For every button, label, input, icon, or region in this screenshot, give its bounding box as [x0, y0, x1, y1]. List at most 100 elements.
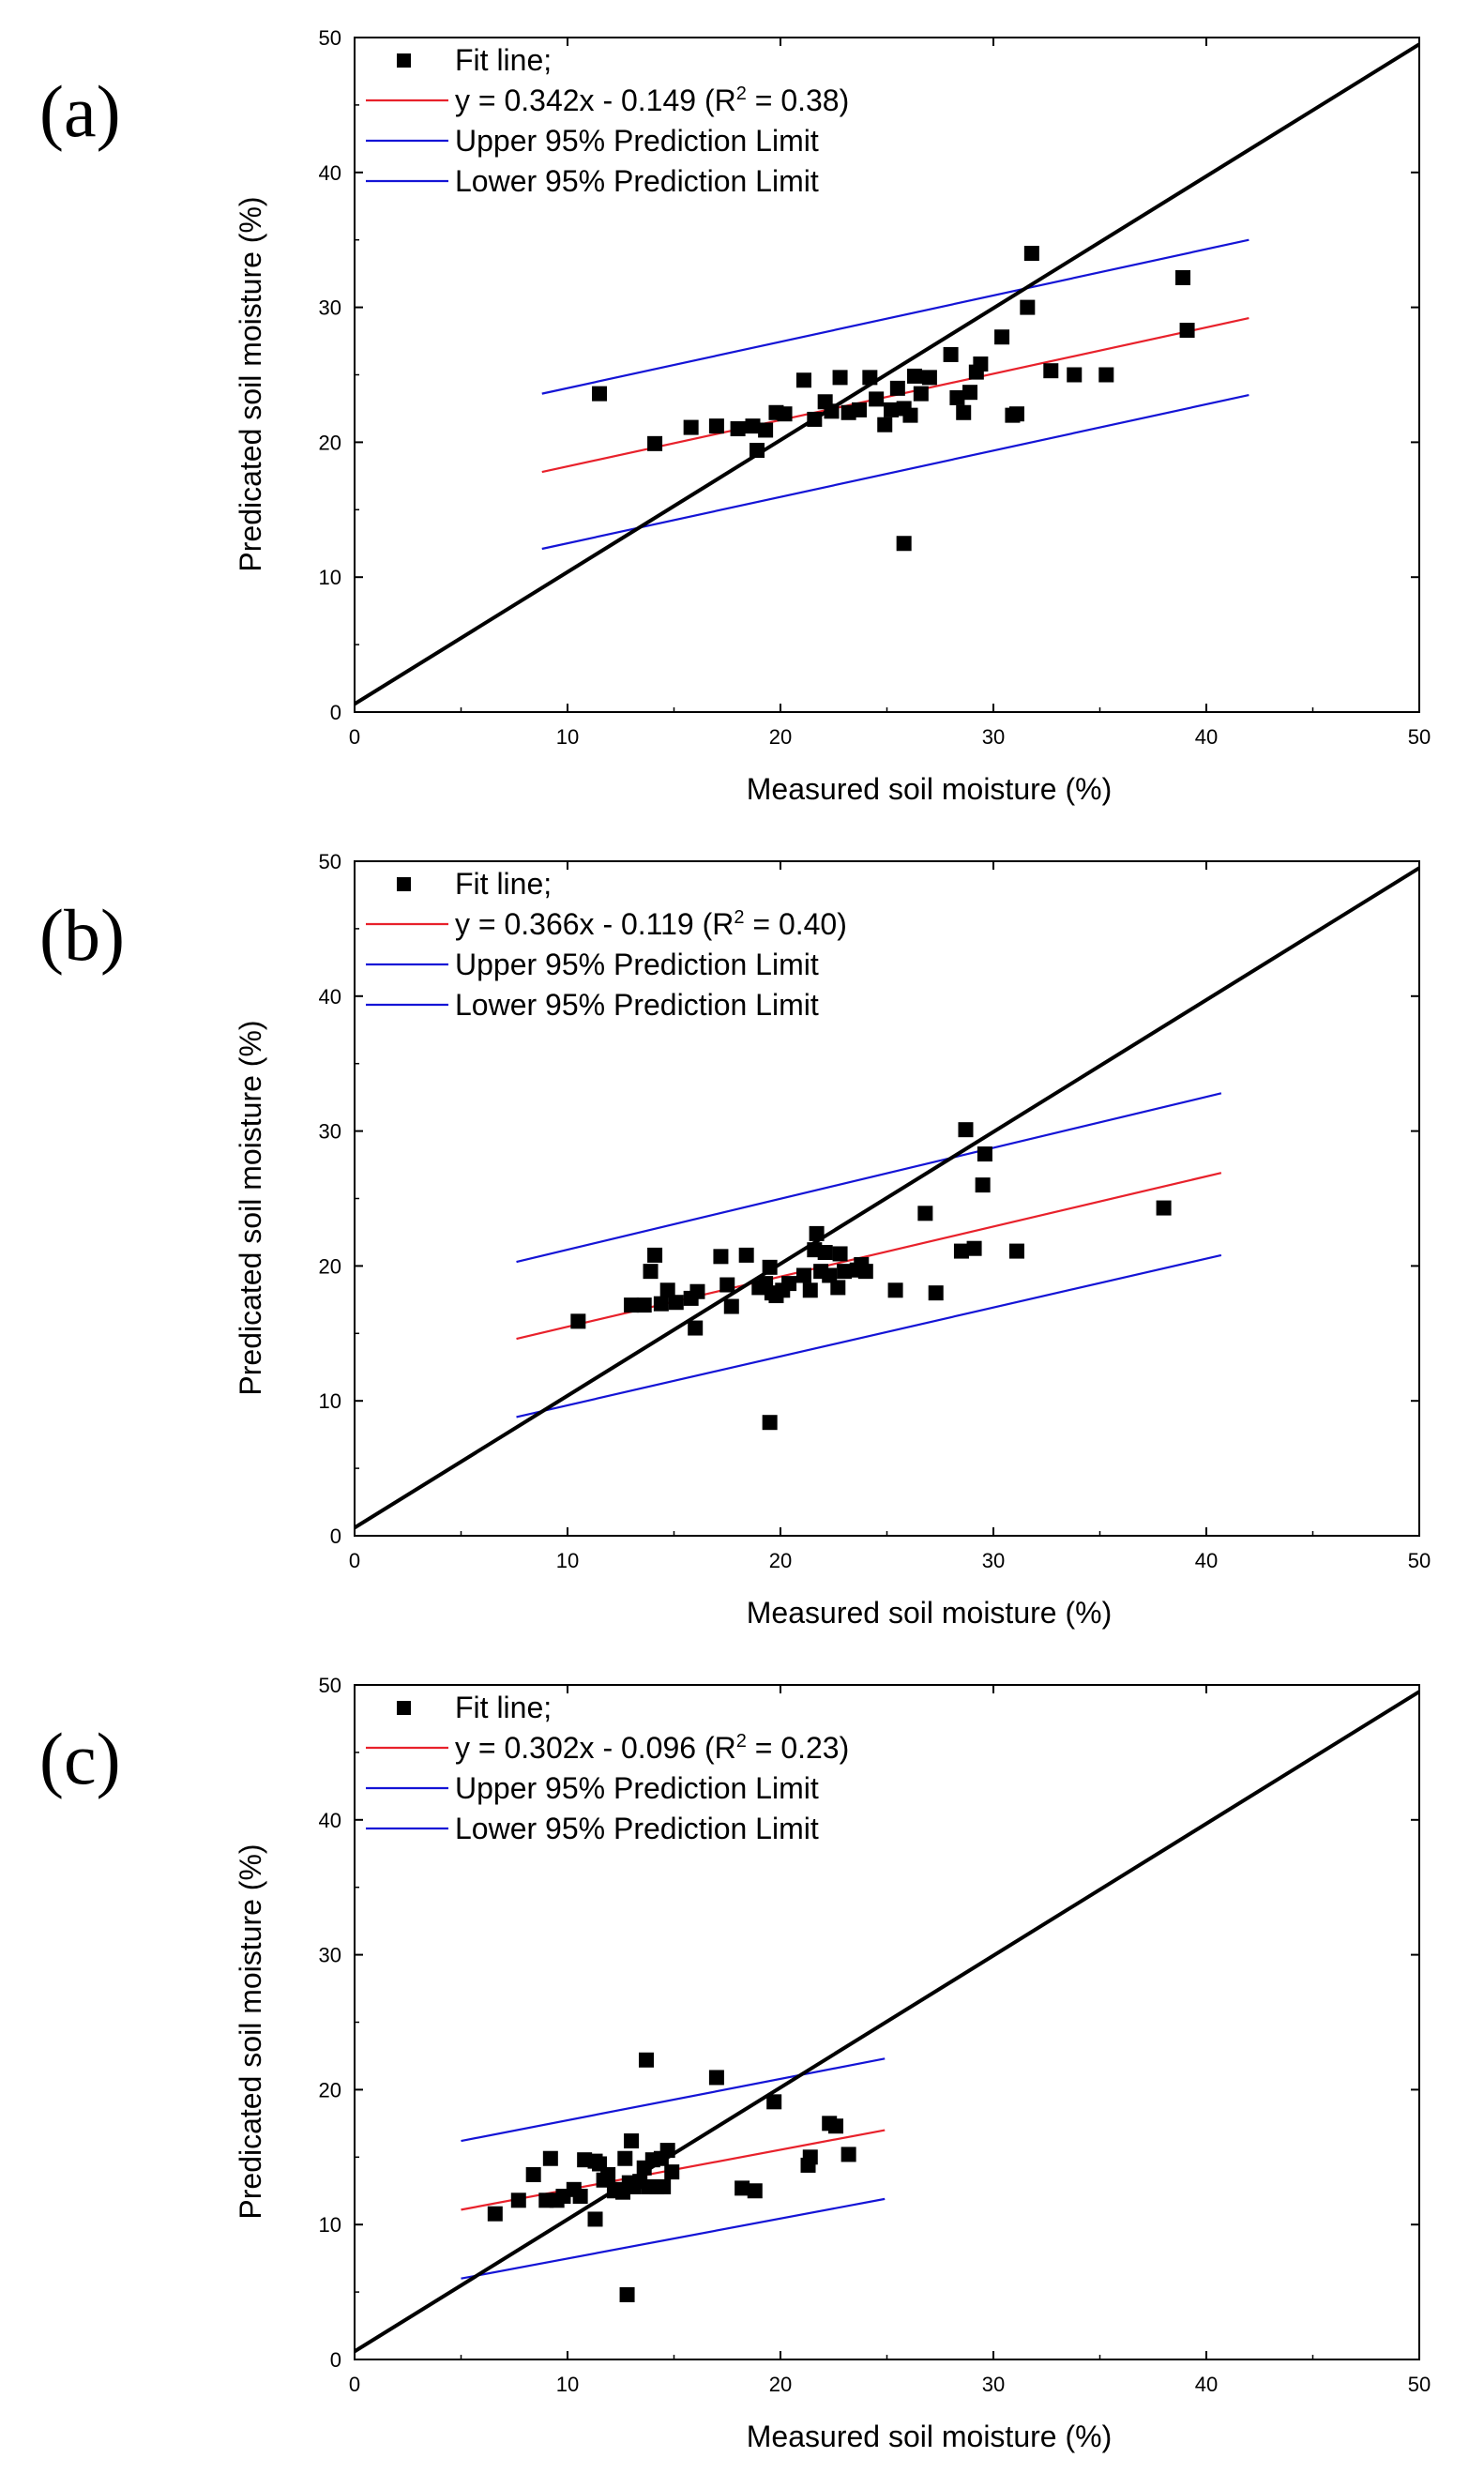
legend-label-points: Fit line;: [455, 867, 552, 901]
data-point: [734, 2180, 750, 2196]
data-point: [643, 1264, 659, 1280]
upper-prediction-limit-line: [461, 2057, 886, 2143]
data-point: [747, 2183, 763, 2199]
data-point: [708, 2070, 724, 2086]
x-tick-label: 50: [1408, 1549, 1431, 1572]
x-tick-label: 20: [769, 725, 792, 749]
y-tick-label: 50: [319, 26, 341, 50]
data-point: [837, 1264, 853, 1280]
data-point: [713, 1249, 729, 1265]
data-point: [840, 2147, 856, 2162]
data-point: [781, 1276, 797, 1292]
data-point: [525, 2166, 541, 2182]
y-tick-label: 50: [319, 850, 341, 873]
data-point: [659, 1282, 675, 1298]
fit-line: [516, 1172, 1222, 1341]
data-point: [510, 2192, 526, 2208]
y-tick-label: 30: [319, 1944, 341, 1967]
x-tick-label: 0: [349, 725, 360, 749]
upper-prediction-limit-line: [516, 1092, 1222, 1264]
x-tick-label: 20: [769, 2373, 792, 2396]
data-point: [953, 1243, 969, 1259]
data-point: [913, 386, 929, 402]
data-point: [921, 370, 937, 386]
lower-prediction-limit-line: [461, 2197, 886, 2280]
data-point: [851, 402, 867, 417]
data-point: [994, 329, 1010, 345]
data-point: [777, 406, 793, 422]
data-point: [869, 391, 885, 407]
legend-fit-superscript: 2: [736, 83, 747, 104]
y-tick-label: 0: [330, 2348, 341, 2372]
chart-panel-a: (a) 0 10 20 30 40 50 0 10 20 30 40 50 Measured soil m…: [0, 0, 1484, 824]
data-point: [619, 2286, 635, 2302]
y-tick-label: 30: [319, 296, 341, 320]
data-point: [745, 418, 761, 434]
data-point: [762, 1259, 778, 1275]
one-to-one-line: [353, 866, 1421, 1530]
panel-letter: (c): [39, 1718, 121, 1799]
data-point: [617, 2150, 633, 2166]
data-point: [653, 1296, 669, 1312]
data-point: [962, 385, 978, 401]
data-point: [889, 380, 905, 396]
data-point: [824, 403, 840, 419]
data-point: [600, 2166, 616, 2182]
y-axis-title: Predicated soil moisture (%): [234, 1843, 267, 2219]
legend-point-marker: [397, 1701, 411, 1715]
y-tick-label: 40: [319, 161, 341, 185]
data-point: [802, 1282, 818, 1298]
legend-label-lower: Lower 95% Prediction Limit: [455, 164, 819, 198]
lower-prediction-limit-line: [541, 393, 1249, 551]
data-point: [822, 1267, 838, 1283]
x-tick-label: 30: [982, 1549, 1005, 1572]
x-tick-label: 10: [556, 2373, 579, 2396]
data-point: [723, 1298, 739, 1314]
data-point: [719, 1277, 735, 1293]
scatter-chart: (c) 0 10 20 30 40 50 0 10 20 30 40 50 Measured soil m…: [39, 1674, 1431, 2453]
data-point: [758, 422, 774, 438]
data-point: [896, 536, 912, 552]
data-point: [738, 1247, 754, 1263]
data-point: [928, 1285, 944, 1301]
data-point: [809, 1225, 825, 1241]
data-point: [664, 2164, 680, 2180]
x-axis-title: Measured soil moisture (%): [747, 772, 1112, 806]
legend-point-marker: [397, 877, 411, 891]
legend-label-upper: Upper 95% Prediction Limit: [455, 124, 819, 158]
x-tick-label: 50: [1408, 725, 1431, 749]
data-point: [572, 2189, 588, 2205]
data-point: [542, 2150, 558, 2166]
y-tick-label: 10: [319, 2213, 341, 2237]
x-tick-label: 40: [1195, 725, 1218, 749]
legend-fit-superscript: 2: [734, 907, 744, 928]
y-tick-label: 50: [319, 1674, 341, 1697]
data-point: [624, 1297, 640, 1313]
y-tick-label: 40: [319, 1809, 341, 1832]
data-point: [636, 1297, 652, 1313]
legend-label-upper: Upper 95% Prediction Limit: [455, 948, 819, 981]
data-point: [943, 346, 959, 362]
data-point: [828, 2118, 844, 2134]
data-point: [1008, 406, 1024, 422]
data-point: [592, 386, 608, 402]
data-point: [730, 421, 746, 437]
data-point: [487, 2206, 503, 2222]
y-tick-label: 20: [319, 1254, 341, 1278]
data-point: [907, 368, 923, 384]
data-point: [647, 435, 663, 451]
data-point: [857, 1264, 873, 1280]
y-axis-title: Predicated soil moisture (%): [234, 196, 267, 571]
legend-fit-equation: y = 0.366x - 0.119 (R: [455, 907, 734, 941]
chart-panel-c: (c) 0 10 20 30 40 50 0 10 20 30 40 50 Measured soil m…: [0, 1647, 1484, 2471]
legend-fit-equation: y = 0.342x - 0.149 (R: [455, 83, 736, 117]
x-tick-label: 10: [556, 1549, 579, 1572]
data-point: [1098, 367, 1114, 383]
data-point: [647, 1247, 663, 1263]
data-point: [795, 372, 811, 388]
scatter-chart: (a) 0 10 20 30 40 50 0 10 20 30 40 50 Measured soil m…: [39, 26, 1431, 806]
y-tick-label: 10: [319, 1389, 341, 1413]
data-point: [1179, 323, 1195, 339]
data-point: [958, 1122, 974, 1138]
legend-point-marker: [397, 53, 411, 68]
